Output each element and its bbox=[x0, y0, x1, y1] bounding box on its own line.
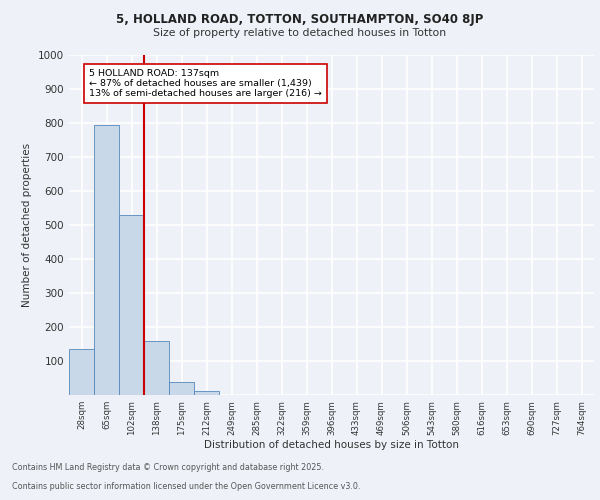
Text: Size of property relative to detached houses in Totton: Size of property relative to detached ho… bbox=[154, 28, 446, 38]
Text: 5 HOLLAND ROAD: 137sqm
← 87% of detached houses are smaller (1,439)
13% of semi-: 5 HOLLAND ROAD: 137sqm ← 87% of detached… bbox=[89, 68, 322, 98]
Bar bbox=[119, 215, 144, 395]
X-axis label: Distribution of detached houses by size in Totton: Distribution of detached houses by size … bbox=[204, 440, 459, 450]
Text: Contains public sector information licensed under the Open Government Licence v3: Contains public sector information licen… bbox=[12, 482, 361, 491]
Bar bbox=[69, 349, 94, 395]
Bar bbox=[94, 124, 119, 395]
Bar bbox=[194, 391, 219, 395]
Bar bbox=[169, 382, 194, 395]
Text: Contains HM Land Registry data © Crown copyright and database right 2025.: Contains HM Land Registry data © Crown c… bbox=[12, 464, 324, 472]
Bar bbox=[144, 340, 169, 395]
Text: 5, HOLLAND ROAD, TOTTON, SOUTHAMPTON, SO40 8JP: 5, HOLLAND ROAD, TOTTON, SOUTHAMPTON, SO… bbox=[116, 12, 484, 26]
Y-axis label: Number of detached properties: Number of detached properties bbox=[22, 143, 32, 307]
